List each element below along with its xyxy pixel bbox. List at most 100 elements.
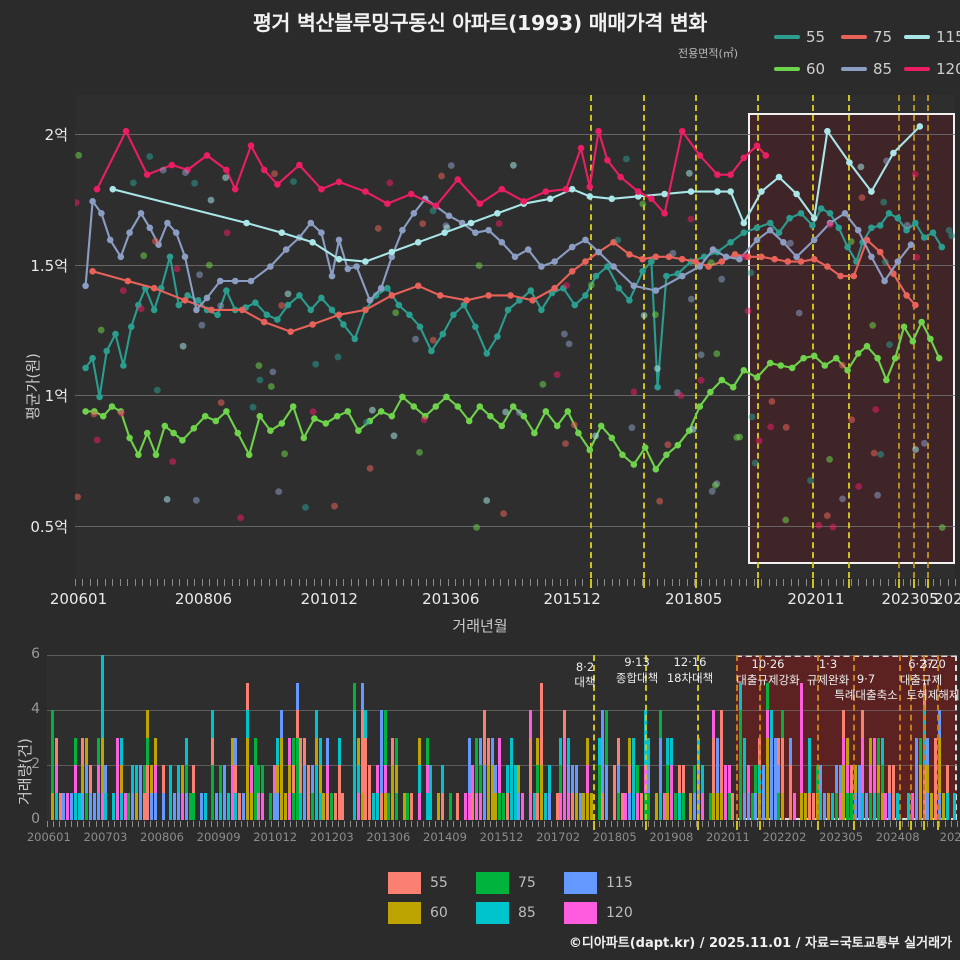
bar-segment xyxy=(574,765,578,793)
policy-annotation-date: 3·20 xyxy=(920,657,946,671)
policy-marker-line xyxy=(923,655,926,820)
bar-segment xyxy=(119,792,123,820)
bar-segment xyxy=(322,792,326,820)
bar-segment xyxy=(161,792,165,820)
policy-annotation-date: 8·2 xyxy=(575,660,595,674)
legend-item-120[interactable]: 120 xyxy=(904,60,960,78)
bar-segment xyxy=(475,792,479,820)
bar-segment xyxy=(494,792,498,820)
bar-segment xyxy=(50,710,54,793)
bar-segment xyxy=(807,765,811,793)
bar-segment xyxy=(383,765,387,793)
bar-segment xyxy=(85,792,89,820)
bar-segment xyxy=(341,792,345,820)
bar-legend-swatch-icon xyxy=(564,902,597,924)
x-axis-tick-label: 201805 xyxy=(664,590,723,608)
legend-item-75[interactable]: 75 xyxy=(841,28,892,46)
bar-segment xyxy=(356,737,360,765)
bar-segment xyxy=(677,765,681,793)
bar-segment xyxy=(857,792,861,820)
bar-segment xyxy=(937,792,941,820)
bar-segment xyxy=(356,765,360,793)
bar-segment xyxy=(586,765,590,793)
bar-segment xyxy=(509,792,513,820)
bar-segment xyxy=(739,710,743,793)
bar-segment xyxy=(532,792,536,820)
volume-x-tick-label: 201805 xyxy=(592,830,637,844)
bar-segment xyxy=(245,682,249,710)
bar-segment xyxy=(689,792,693,820)
bar-segment xyxy=(486,765,490,820)
policy-marker-line xyxy=(897,95,900,578)
bar-segment xyxy=(456,792,460,820)
bar-segment xyxy=(383,792,387,820)
bar-segment xyxy=(807,792,811,820)
bar-segment xyxy=(203,792,207,820)
bar-segment xyxy=(930,792,934,820)
bar-segment xyxy=(616,792,620,820)
bar-segment xyxy=(586,792,590,820)
bar-segment xyxy=(299,737,303,765)
bar-segment xyxy=(337,792,341,820)
bar-segment xyxy=(513,792,517,820)
legend-item-60[interactable]: 60 xyxy=(774,60,825,78)
legend-item-85[interactable]: 85 xyxy=(841,60,892,78)
bar-segment xyxy=(712,710,716,738)
bar-legend-item-85[interactable]: 85 xyxy=(476,902,536,924)
bar-segment xyxy=(849,765,853,793)
series-55 xyxy=(82,205,946,401)
bar-segment xyxy=(540,737,544,765)
bar-legend-item-120[interactable]: 120 xyxy=(564,902,633,924)
bar-segment xyxy=(498,737,502,793)
bar-segment xyxy=(230,737,234,765)
bar-segment xyxy=(146,710,150,738)
legend-caption: 전용면적(㎡) xyxy=(678,47,739,60)
bar-legend-item-55[interactable]: 55 xyxy=(388,872,448,894)
bar-segment xyxy=(307,792,310,820)
bar-segment xyxy=(467,765,471,793)
volume-x-tick-label: 202011 xyxy=(705,830,750,844)
bar-segment xyxy=(853,765,857,793)
bar-segment xyxy=(892,765,895,793)
bar-legend-item-115[interactable]: 115 xyxy=(564,872,633,894)
bar-segment xyxy=(872,765,876,793)
policy-annotation-date: 1·3 xyxy=(818,657,838,671)
policy-annotation-date: 6·27 xyxy=(908,657,934,671)
bar-segment xyxy=(85,737,89,765)
bar-legend-item-75[interactable]: 75 xyxy=(476,872,536,894)
bar-legend-item-60[interactable]: 60 xyxy=(388,902,448,924)
bar-legend-label: 60 xyxy=(430,905,448,921)
bar-segment xyxy=(869,737,873,765)
legend-item-115[interactable]: 115 xyxy=(904,28,960,46)
bar-segment xyxy=(104,792,108,820)
bar-segment xyxy=(781,737,785,793)
bar-segment xyxy=(234,792,238,820)
bar-segment xyxy=(146,765,150,820)
bar-segment xyxy=(314,765,318,820)
bar-segment xyxy=(184,737,188,765)
bar-segment xyxy=(291,765,295,793)
bar-segment xyxy=(482,765,486,820)
bar-segment xyxy=(865,792,869,820)
bar-segment xyxy=(119,765,123,793)
bar-segment xyxy=(249,792,253,820)
legend-item-55[interactable]: 55 xyxy=(774,28,825,46)
policy-annotation-date: 9·7 xyxy=(856,672,876,686)
bar-segment xyxy=(861,792,865,820)
bar-segment xyxy=(723,765,727,793)
volume-x-tick-label: 201702 xyxy=(536,830,581,844)
series-60 xyxy=(82,318,943,473)
bottom-legend: 55 75 115 60 85 120 xyxy=(388,872,648,930)
bar-legend-swatch-icon xyxy=(564,872,597,894)
bar-segment xyxy=(96,737,100,765)
bar-segment xyxy=(838,765,842,793)
grid-line xyxy=(75,134,955,136)
bar-segment xyxy=(765,682,769,710)
bar-segment xyxy=(528,792,532,820)
volume-y-tick-label: 0 xyxy=(31,811,40,827)
bar-segment xyxy=(830,792,834,820)
bar-segment xyxy=(134,765,138,793)
policy-marker-line xyxy=(847,95,850,578)
bar-segment xyxy=(89,765,93,793)
footer-credit: ©디아파트(dapt.kr) / 2025.11.01 / 자료=국토교통부 실… xyxy=(568,936,952,951)
